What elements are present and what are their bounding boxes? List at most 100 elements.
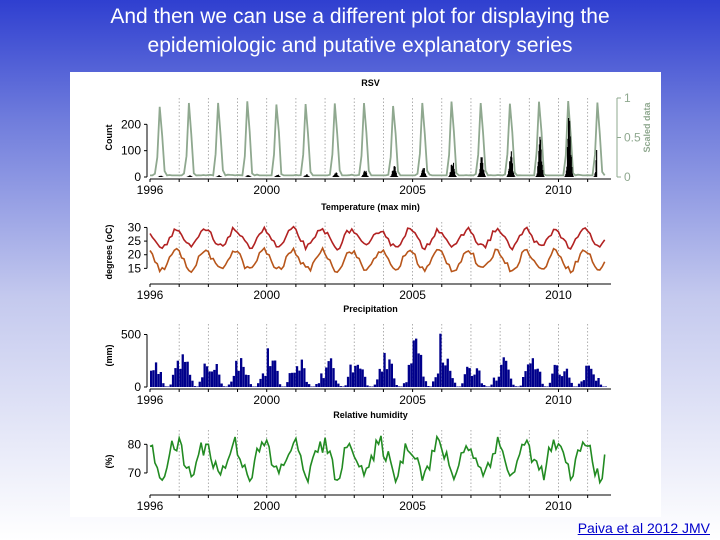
rsv-count-bar bbox=[479, 163, 481, 177]
precipitation-bar bbox=[295, 366, 299, 387]
rsv-count-bar bbox=[217, 176, 219, 177]
precipitation-bar bbox=[502, 357, 505, 387]
precipitation-bar bbox=[349, 364, 352, 387]
precipitation-bar bbox=[573, 386, 576, 387]
precipitation-bar bbox=[317, 383, 321, 387]
x-tick-label: 2005 bbox=[399, 288, 426, 302]
precipitation-bar bbox=[157, 374, 160, 387]
rsv-count-bar bbox=[367, 176, 369, 177]
rsv-count-bar bbox=[422, 169, 424, 177]
precipitation-bar bbox=[507, 369, 510, 387]
rsv-count-bar bbox=[189, 175, 191, 177]
precipitation-bar bbox=[592, 374, 595, 387]
rsv-count-bar bbox=[571, 167, 573, 177]
rsv-count-bar bbox=[335, 172, 337, 177]
x-tick-label: 2010 bbox=[545, 499, 572, 513]
precipitation-bar bbox=[453, 382, 457, 387]
precipitation-bar bbox=[162, 383, 165, 387]
precipitation-bar bbox=[230, 381, 233, 387]
rsv-count-bar bbox=[595, 160, 597, 177]
y-tick-label: 20 bbox=[128, 248, 142, 262]
citation-link[interactable]: Paiva et al 2012 JMV bbox=[577, 520, 710, 536]
rsv-count-bar bbox=[390, 175, 392, 177]
rsv-count-bar bbox=[276, 175, 278, 177]
precipitation-bar bbox=[451, 378, 454, 387]
precipitation-bar bbox=[490, 384, 493, 387]
rsv-count-bar bbox=[425, 175, 427, 177]
x-tick-label: 2005 bbox=[399, 393, 426, 407]
rsv-count-bar bbox=[307, 175, 309, 177]
precipitation-bar bbox=[495, 380, 498, 387]
rsv-count-bar bbox=[303, 176, 305, 177]
precipitation-bar bbox=[356, 364, 359, 387]
precipitation-bar bbox=[560, 376, 564, 387]
precipitation-bar bbox=[215, 364, 218, 387]
x-tick-label: 2005 bbox=[399, 183, 426, 197]
precipitation-bar bbox=[334, 380, 338, 387]
precipitation-bar bbox=[344, 385, 347, 387]
precipitation-bar bbox=[514, 386, 517, 387]
precipitation-bar bbox=[300, 359, 303, 387]
precipitation-bar bbox=[167, 386, 170, 387]
figure-panel: RSV 1996 2000 2005 2010 0 100 200 Count 0 0.5 1 Scal… bbox=[70, 72, 661, 517]
rsv-count-bar bbox=[511, 163, 513, 177]
precipitation-bar bbox=[373, 384, 376, 387]
precipitation-bar bbox=[351, 372, 355, 387]
rsv-count-bar bbox=[451, 164, 453, 177]
precipitation-bar bbox=[497, 376, 500, 387]
precipitation-bar bbox=[575, 386, 578, 387]
precipitation-bar bbox=[419, 354, 423, 387]
rsv-count-bar bbox=[396, 175, 398, 177]
precipitation-bar bbox=[259, 378, 262, 387]
rsv-count-bar bbox=[514, 176, 516, 177]
x-tick-label: 1996 bbox=[137, 183, 164, 197]
precipitation-bar bbox=[252, 386, 255, 387]
precipitation-bar bbox=[577, 383, 581, 387]
rsv-count-bar bbox=[423, 168, 425, 177]
rsv-count-bar bbox=[187, 176, 189, 177]
rsv-count-bar bbox=[308, 176, 310, 177]
precipitation-bar bbox=[517, 386, 520, 387]
rsv-count-bar bbox=[449, 172, 451, 177]
rsv-count-bar bbox=[481, 157, 483, 177]
rsv-count-bar bbox=[364, 172, 366, 177]
precipitation-bar bbox=[201, 377, 204, 387]
precipitation-bar bbox=[179, 368, 182, 387]
rsv-count-bar bbox=[336, 175, 338, 177]
rsv-count-bar bbox=[541, 164, 543, 177]
precipitation-bar bbox=[582, 380, 586, 387]
precipitation-bar bbox=[393, 378, 396, 387]
rsv-count-bar bbox=[536, 173, 538, 177]
precipitation-bar bbox=[531, 358, 534, 387]
precipitation-bar bbox=[475, 368, 479, 387]
rsv-count-bar bbox=[391, 171, 393, 177]
precipitation-bar bbox=[407, 364, 410, 387]
precipitation-bar bbox=[281, 386, 284, 387]
rsv-count-bar bbox=[477, 176, 479, 177]
precipitation-bar bbox=[461, 383, 464, 387]
rsv-count-bar bbox=[455, 175, 457, 177]
precipitation-bar bbox=[361, 369, 364, 387]
precipitation-bar bbox=[305, 381, 308, 387]
precipitation-bar bbox=[174, 368, 177, 387]
rsv-count-bar bbox=[306, 174, 308, 177]
rsv-count-bar bbox=[542, 170, 544, 177]
rsv-count-bar bbox=[566, 166, 568, 177]
precipitation-bar bbox=[388, 359, 391, 387]
rsv-count-bar bbox=[332, 175, 334, 177]
precipitation-bar bbox=[354, 365, 357, 387]
precipitation-bar bbox=[257, 383, 260, 387]
precipitation-bar bbox=[519, 385, 522, 387]
precipitation-bar bbox=[332, 368, 335, 387]
rsv-count-bar bbox=[396, 176, 398, 177]
rsv-count-bar bbox=[513, 172, 515, 177]
x-tick-label: 2005 bbox=[399, 499, 426, 513]
precipitation-bar bbox=[524, 371, 527, 387]
y-tick-label: 30 bbox=[128, 220, 142, 234]
precipitation-bar bbox=[346, 376, 350, 387]
rsv-count-bar bbox=[220, 176, 222, 177]
precipitation-bar bbox=[534, 369, 537, 387]
precipitation-bar bbox=[213, 369, 216, 387]
rsv-count-bar bbox=[507, 174, 509, 177]
precipitation-bar bbox=[274, 360, 277, 387]
